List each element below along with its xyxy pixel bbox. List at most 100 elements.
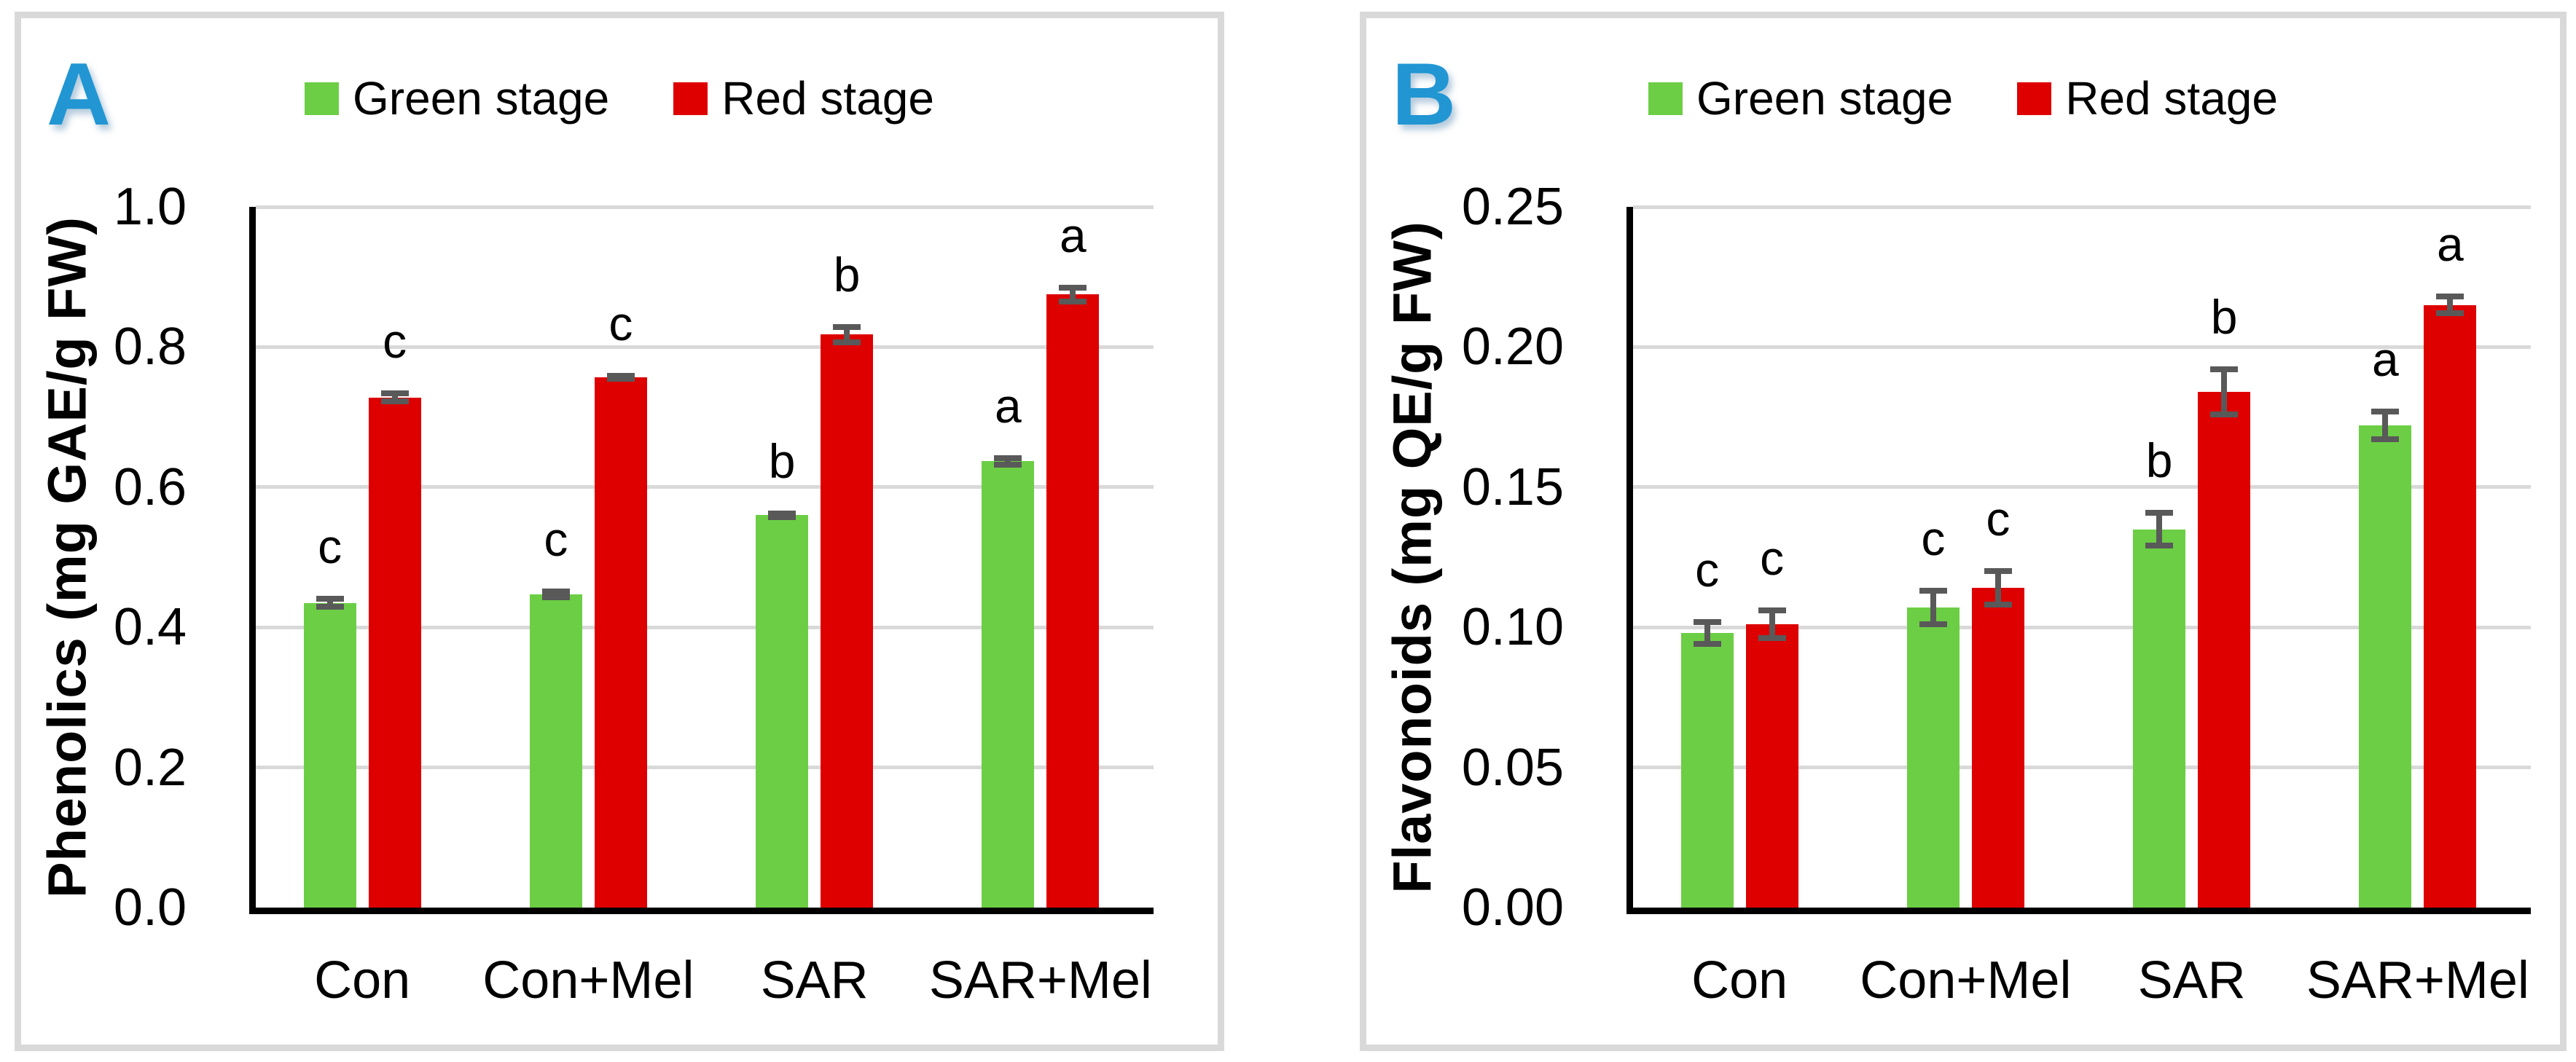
legend-a: Green stage Red stage <box>15 75 1224 122</box>
x-tick-label: Con <box>314 951 411 1010</box>
bar-green-stage <box>1906 607 1960 908</box>
significance-letter: c <box>608 296 633 350</box>
legend-swatch-green-icon <box>1648 82 1683 115</box>
y-tick-label: 0.05 <box>1461 738 1564 797</box>
bar-green-stage <box>1680 632 1734 908</box>
bar-red-stage <box>2198 391 2251 908</box>
x-tick-label: SAR <box>2137 951 2246 1010</box>
error-bar-cap-top <box>1059 284 1087 291</box>
legend-item-red-stage: Red stage <box>2017 75 2278 122</box>
legend-label-green-stage: Green stage <box>1696 72 1954 125</box>
legend-item-red-stage: Red stage <box>673 75 934 122</box>
error-bar-cap-top <box>2145 509 2174 516</box>
error-bar-line <box>1070 284 1076 304</box>
error-bar-cap-bottom <box>1919 621 1947 628</box>
gridline <box>256 485 1154 489</box>
gridline <box>256 205 1154 209</box>
error-bar-cap-bottom <box>1984 602 2012 608</box>
y-tick-label: 0.25 <box>1461 178 1564 236</box>
bar-red-stage <box>2424 304 2477 908</box>
significance-letter: a <box>2372 332 2399 387</box>
significance-letter: c <box>1986 492 2011 546</box>
y-tick-label: 0.15 <box>1461 457 1564 516</box>
error-bar-cap-top <box>994 455 1022 461</box>
gridline <box>1633 625 2531 629</box>
significance-letter: c <box>318 519 342 573</box>
error-bar-cap-bottom <box>1758 635 1786 642</box>
bar-green-stage <box>2133 529 2186 908</box>
error-bar-line <box>1005 455 1011 468</box>
legend-label-red-stage: Red stage <box>721 72 934 125</box>
y-tick-label: 0.4 <box>113 598 187 657</box>
x-tick-label: SAR <box>760 951 869 1010</box>
y-tick-label: 0.2 <box>113 738 187 797</box>
error-bar-cap-bottom <box>1059 298 1087 304</box>
bar-green-stage <box>2359 425 2412 908</box>
significance-letter: c <box>1921 511 1946 566</box>
gridline <box>1633 345 2531 349</box>
error-bar-cap-bottom <box>541 594 570 600</box>
error-bar-line <box>1930 588 1936 628</box>
legend-swatch-green-icon <box>305 82 340 115</box>
error-bar-cap-bottom <box>833 339 861 345</box>
error-bar-line <box>1994 568 2001 608</box>
gridline <box>256 766 1154 770</box>
error-bar-line <box>844 323 850 345</box>
x-axis-line <box>1626 908 2531 914</box>
legend-item-green-stage: Green stage <box>305 75 609 122</box>
significance-letter: b <box>2145 433 2173 487</box>
bar-red-stage <box>594 377 647 908</box>
error-bar-cap-bottom <box>1693 641 1721 648</box>
x-tick-label: Con+Mel <box>1860 951 2072 1010</box>
gridline <box>256 625 1154 629</box>
y-tick-label: 0.6 <box>113 457 187 516</box>
panel-a: A Green stage Red stage Phenolics (mg GA… <box>15 12 1224 1051</box>
significance-letter: a <box>2437 217 2464 272</box>
y-tick-label: 0.00 <box>1461 878 1564 937</box>
legend-b: Green stage Red stage <box>1360 75 2567 122</box>
error-bar-line <box>2156 509 2163 549</box>
error-bar-cap-bottom <box>2145 543 2174 549</box>
error-bar-cap-top <box>380 390 409 397</box>
bar-green-stage <box>529 594 582 908</box>
legend-label-green-stage: Green stage <box>353 72 610 125</box>
bar-green-stage <box>756 515 809 908</box>
error-bar-cap-bottom <box>2210 411 2239 417</box>
error-bar-cap-bottom <box>2371 436 2400 443</box>
error-bar-line <box>2382 409 2389 443</box>
significance-letter: c <box>544 512 568 567</box>
error-bar-cap-top <box>833 323 861 330</box>
error-bar-cap-top <box>541 589 570 595</box>
error-bar-cap-top <box>2371 409 2400 415</box>
y-axis-line <box>249 207 256 914</box>
x-tick-label: Con <box>1691 951 1788 1010</box>
error-bar-cap-top <box>1984 568 2012 575</box>
bar-green-stage <box>982 461 1035 908</box>
panel-b-label: B <box>1392 44 1457 143</box>
significance-letter: c <box>383 314 407 369</box>
gridline <box>1633 205 2531 209</box>
x-axis-line <box>249 908 1154 914</box>
bar-red-stage <box>368 397 421 908</box>
error-bar-line <box>391 390 398 405</box>
panel-a-label: A <box>47 44 111 143</box>
error-bar-cap-top <box>1758 607 1786 614</box>
y-tick-label: 0.0 <box>113 878 187 937</box>
error-bar-line <box>2447 294 2454 317</box>
y-axis-line <box>1626 207 1633 914</box>
error-bar-cap-top <box>1919 588 1947 594</box>
significance-letter: a <box>995 378 1022 433</box>
significance-letter: b <box>768 433 796 488</box>
error-bar-line <box>326 595 333 610</box>
x-tick-label: Con+Mel <box>482 951 694 1010</box>
error-bar-cap-bottom <box>380 398 409 405</box>
error-bar-cap-top <box>2436 294 2465 300</box>
legend-swatch-red-icon <box>673 82 708 115</box>
panel-b: B Green stage Red stage Flavonoids (mg Q… <box>1360 12 2567 1051</box>
bar-red-stage <box>1971 588 2024 908</box>
significance-letter: a <box>1060 208 1087 262</box>
bar-green-stage <box>303 602 356 908</box>
y-tick-label: 0.20 <box>1461 318 1564 377</box>
error-bar-cap-bottom <box>316 604 344 610</box>
